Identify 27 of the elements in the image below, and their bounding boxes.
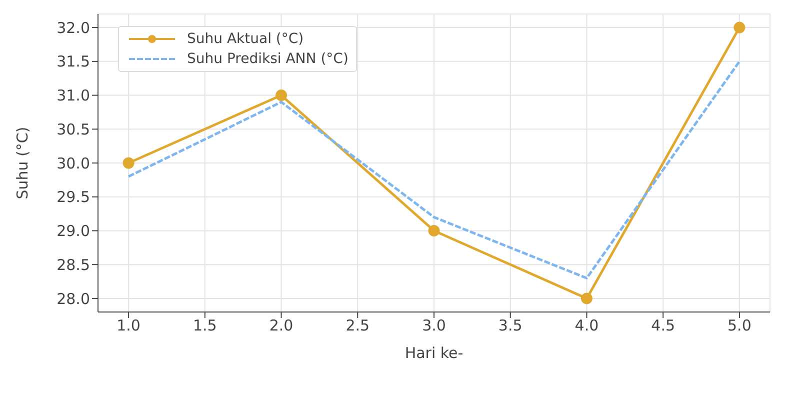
point <box>428 224 440 236</box>
x-tick-label: 2.5 <box>346 316 370 335</box>
y-tick-label: 28.5 <box>56 256 90 274</box>
y-tick-label: 30.0 <box>56 154 90 172</box>
y-tick-label: 28.0 <box>56 290 90 308</box>
y-tick-label: 32.0 <box>56 18 90 37</box>
x-tick-label: 4.5 <box>651 316 676 335</box>
y-tick-label: 31.0 <box>56 86 90 105</box>
y-axis-title: Suhu (°C) <box>13 126 32 200</box>
x-tick-label: 3.0 <box>422 316 446 335</box>
legend-label: Suhu Prediksi ANN (°C) <box>187 50 348 69</box>
point <box>122 157 134 169</box>
x-tick-label: 4.0 <box>574 316 599 335</box>
y-tick-label: 29.0 <box>56 222 90 240</box>
x-tick-label: 2.0 <box>269 316 294 335</box>
x-tick-label: 5.0 <box>728 316 752 335</box>
y-tick-label: 29.5 <box>56 188 90 206</box>
x-axis-title: Hari ke- <box>404 344 464 362</box>
x-tick-label: 3.5 <box>498 316 522 335</box>
x-tick-label: 1.5 <box>192 316 217 335</box>
y-tick-label: 30.5 <box>56 120 90 138</box>
point <box>734 22 746 34</box>
point <box>580 292 592 304</box>
legend-label: Suhu Aktual (°C) <box>187 30 304 49</box>
y-tick-label: 31.5 <box>56 52 90 71</box>
point <box>276 90 288 102</box>
x-tick-label: 1.0 <box>116 316 140 335</box>
